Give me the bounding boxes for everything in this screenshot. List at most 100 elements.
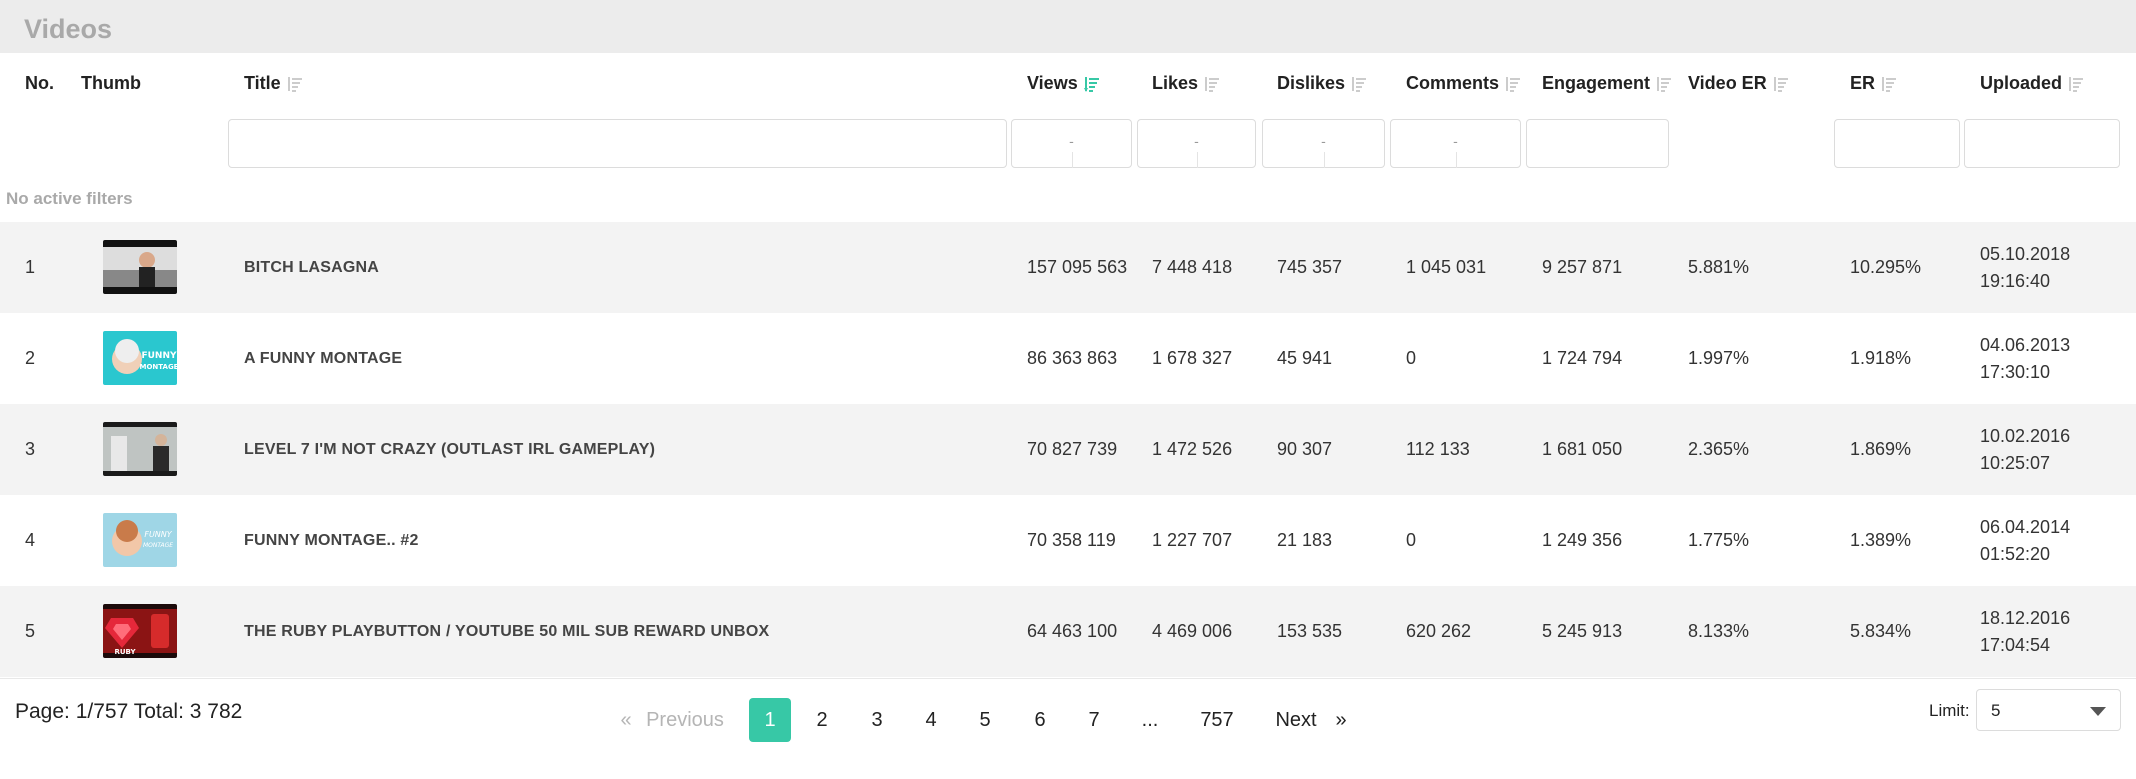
col-header-views-label: Views [1027, 73, 1078, 93]
engagement-value: 1 681 050 [1542, 439, 1623, 459]
col-header-comments-label: Comments [1406, 73, 1500, 93]
thumbnail-image: FUNNY MONTAGE [103, 513, 177, 567]
video-title[interactable]: FUNNY MONTAGE.. #2 [244, 531, 419, 549]
likes-value: 7 448 418 [1152, 257, 1233, 277]
video-title[interactable]: THE RUBY PLAYBUTTON / YOUTUBE 50 MIL SUB… [244, 622, 770, 640]
page-button-4[interactable]: 4 [925, 708, 937, 731]
next-arrow-icon[interactable]: » [1335, 708, 1347, 731]
comments-value: 0 [1406, 348, 1417, 368]
col-header-likes[interactable]: Likes [1152, 73, 1220, 94]
views-range-filter[interactable]: - [1011, 119, 1132, 168]
col-header-comments[interactable]: Comments [1406, 73, 1521, 94]
col-header-er[interactable]: ER [1850, 73, 1897, 94]
col-header-er-label: ER [1850, 73, 1876, 93]
table-row[interactable]: 4 FUNNY MONTAGE FUNNY MONTAGE.. #2 70 35… [0, 495, 2136, 586]
likes-value: 1 678 327 [1152, 348, 1233, 368]
table-row[interactable]: 5 RUBY THE RUBY PLAYBUTTON / YOUTUBE 50 … [0, 586, 2136, 677]
previous-arrow-icon: « [620, 708, 632, 731]
sort-icon[interactable] [1881, 75, 1897, 93]
previous-button: Previous [646, 708, 724, 731]
col-header-views[interactable]: Views [1027, 73, 1100, 94]
col-header-title-label: Title [244, 73, 281, 93]
range-separator: - [1453, 133, 1458, 149]
col-header-no-label: No. [25, 73, 54, 93]
page-button-5[interactable]: 5 [979, 708, 991, 731]
page-button-1[interactable]: 1 [749, 698, 791, 742]
row-number: 3 [25, 439, 36, 459]
panel-header: Videos [0, 0, 2136, 53]
video-title[interactable]: LEVEL 7 I'M NOT CRAZY (OUTLAST IRL GAMEP… [244, 440, 656, 458]
col-header-video-er[interactable]: Video ER [1688, 73, 1789, 94]
row-number: 5 [25, 621, 36, 641]
dislikes-range-filter[interactable]: - [1262, 119, 1385, 168]
col-header-dislikes-label: Dislikes [1277, 73, 1346, 93]
uploaded-value: 06.04.2014 01:52:20 [1980, 495, 2070, 586]
sort-icon[interactable] [1505, 75, 1521, 93]
sort-desc-active-icon[interactable] [1083, 75, 1100, 93]
comments-value: 1 045 031 [1406, 257, 1487, 277]
upload-date: 05.10.2018 [1980, 243, 2071, 264]
range-divider [1196, 152, 1198, 168]
table-row[interactable]: 3 LEVEL 7 I'M NOT CRAZY (OUTLAST IRL GAM… [0, 404, 2136, 495]
er-filter-input[interactable] [1834, 119, 1960, 168]
sort-icon[interactable] [1773, 75, 1789, 93]
range-divider [1323, 152, 1325, 168]
range-separator: - [1069, 133, 1074, 149]
video-title[interactable]: BITCH LASAGNA [244, 258, 380, 276]
row-number: 4 [25, 530, 36, 550]
col-header-engagement[interactable]: Engagement [1542, 73, 1672, 94]
range-separator: - [1321, 133, 1326, 149]
table-header: No. Thumb Title Views Likes Dislikes Com… [0, 53, 2136, 119]
sort-icon[interactable] [1656, 75, 1672, 93]
page-button-2[interactable]: 2 [816, 708, 828, 731]
views-value: 64 463 100 [1027, 621, 1118, 641]
limit-select[interactable]: 5 [1976, 689, 2121, 731]
comments-value: 620 262 [1406, 621, 1472, 641]
uploaded-value: 04.06.2013 17:30:10 [1980, 313, 2070, 404]
page-button-3[interactable]: 3 [871, 708, 883, 731]
panel-title: Videos [24, 14, 113, 44]
title-filter-input[interactable] [228, 119, 1007, 168]
col-header-uploaded[interactable]: Uploaded [1980, 73, 2084, 94]
likes-range-filter[interactable]: - [1137, 119, 1256, 168]
video-thumbnail[interactable] [103, 240, 177, 294]
sort-icon[interactable] [1204, 75, 1220, 93]
col-header-thumb-label: Thumb [81, 73, 141, 93]
upload-time: 10:25:07 [1980, 452, 2051, 473]
page-button-757[interactable]: 757 [1200, 708, 1234, 731]
row-number: 2 [25, 348, 36, 368]
er-value: 1.389% [1850, 530, 1912, 550]
views-value: 70 358 119 [1027, 530, 1116, 550]
svg-text:MONTAGE: MONTAGE [140, 363, 177, 371]
page-button-7[interactable]: 7 [1088, 708, 1100, 731]
sort-icon[interactable] [2068, 75, 2084, 93]
video-title[interactable]: A FUNNY MONTAGE [244, 349, 403, 367]
sort-icon[interactable] [287, 75, 303, 93]
col-header-dislikes[interactable]: Dislikes [1277, 73, 1367, 94]
table-row[interactable]: 1 BITCH LASAGNA 157 095 563 7 448 418 74… [0, 222, 2136, 313]
engagement-value: 1 249 356 [1542, 530, 1623, 550]
video-thumbnail[interactable]: FUNNY MONTAGE [103, 331, 177, 385]
sort-icon[interactable] [1351, 75, 1367, 93]
col-header-title[interactable]: Title [244, 73, 303, 94]
uploaded-filter-input[interactable] [1964, 119, 2120, 168]
upload-date: 10.02.2016 [1980, 425, 2071, 446]
col-header-engagement-label: Engagement [1542, 73, 1651, 93]
table-row[interactable]: 2 FUNNY MONTAGE A FUNNY MONTAGE 86 363 8… [0, 313, 2136, 404]
page-button-6[interactable]: 6 [1034, 708, 1046, 731]
video-er-value: 5.881% [1688, 257, 1750, 277]
video-thumbnail[interactable]: RUBY [103, 604, 177, 658]
dislikes-value: 153 535 [1277, 621, 1343, 641]
svg-text:RUBY: RUBY [114, 648, 136, 656]
engagement-filter-input[interactable] [1526, 119, 1669, 168]
comments-value: 112 133 [1406, 439, 1470, 459]
col-header-likes-label: Likes [1152, 73, 1199, 93]
dislikes-value: 21 183 [1277, 530, 1333, 550]
likes-value: 1 472 526 [1152, 439, 1233, 459]
dislikes-value: 45 941 [1277, 348, 1333, 368]
video-thumbnail[interactable]: FUNNY MONTAGE [103, 513, 177, 567]
next-button[interactable]: Next [1275, 708, 1317, 731]
video-er-value: 8.133% [1688, 621, 1750, 641]
video-thumbnail[interactable] [103, 422, 177, 476]
comments-range-filter[interactable]: - [1390, 119, 1521, 168]
